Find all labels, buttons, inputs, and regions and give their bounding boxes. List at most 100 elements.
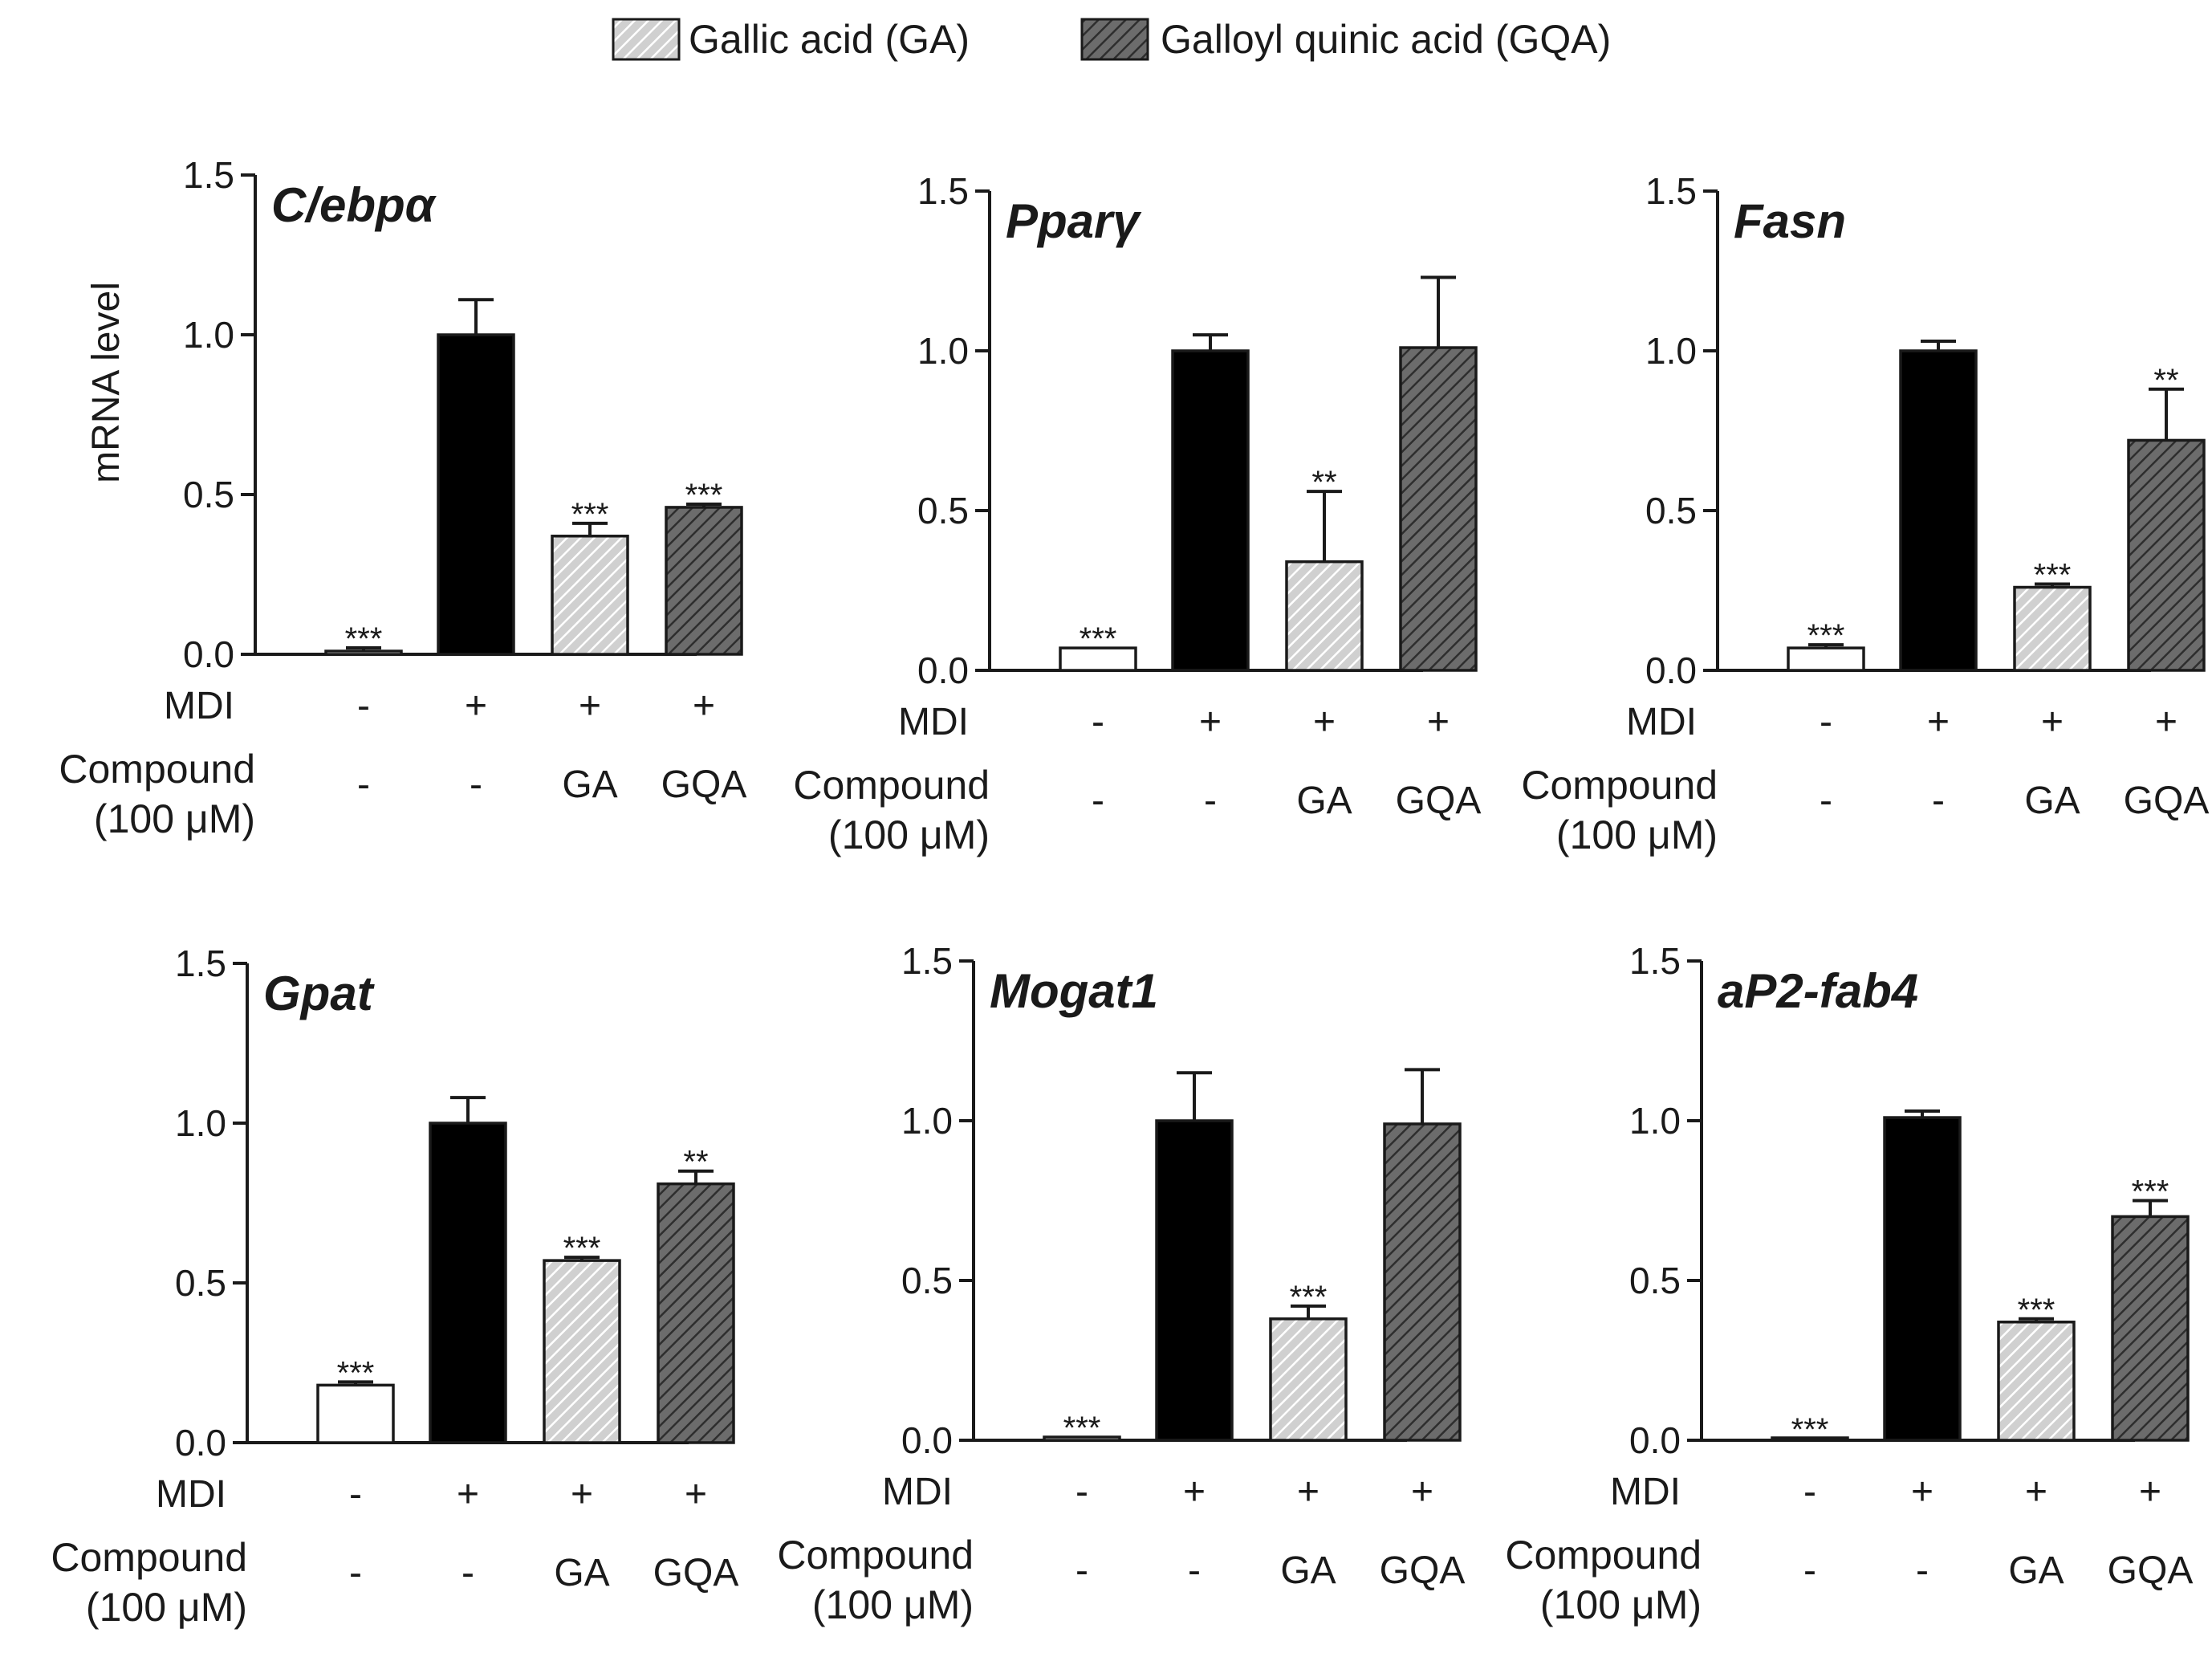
bar-control — [1787, 646, 1865, 672]
chart-panel-1: 0.0 0.5 1.0 1.5 C/ebpα mRNA level *** - - + - *** + G… — [59, 154, 746, 841]
y-tick-label: 0.0 — [917, 649, 969, 691]
y-tick-label: 0.0 — [1629, 1419, 1681, 1461]
bar-mdi — [1883, 1116, 1962, 1442]
compound-value: - — [1803, 1549, 1816, 1592]
mdi-value: + — [457, 1473, 479, 1516]
compound-value: GQA — [1380, 1549, 1466, 1592]
y-tick-label: 1.5 — [183, 154, 234, 196]
significance-label: ** — [683, 1145, 708, 1180]
bar-gqa — [1383, 1122, 1462, 1442]
mdi-value: + — [1183, 1471, 1206, 1513]
legend-label-ga: Gallic acid (GA) — [689, 17, 970, 62]
significance-label: *** — [2018, 1293, 2055, 1328]
bar-mdi — [1155, 1119, 1234, 1442]
significance-label: *** — [571, 497, 609, 532]
compound-value: GQA — [653, 1552, 739, 1594]
mdi-value: + — [1927, 701, 1950, 743]
significance-label: *** — [1063, 1411, 1101, 1446]
compound-value: - — [1092, 780, 1104, 822]
chart-panel-4: 0.0 0.5 1.0 1.5 Gpat *** - - + - *** + GA ** + GQA MDI Co… — [51, 942, 738, 1630]
mdi-value: + — [2041, 701, 2064, 743]
significance-label: *** — [563, 1231, 601, 1266]
chart-title: aP2-fab4 — [1718, 964, 1918, 1018]
compound-unit-label: (100 μM) — [94, 796, 255, 841]
compound-value: - — [1076, 1549, 1088, 1592]
bar-control — [324, 649, 403, 656]
mdi-value: - — [1803, 1471, 1816, 1513]
bar-control — [1043, 1435, 1121, 1442]
mdi-value: - — [357, 685, 370, 727]
mdi-row-label: MDI — [898, 701, 969, 743]
mdi-value: + — [1427, 701, 1450, 743]
legend-entry-gqa: Galloyl quinic acid (GQA) — [1080, 17, 1611, 62]
y-tick-label: 0.5 — [901, 1260, 953, 1301]
significance-label: *** — [337, 1355, 375, 1390]
legend-swatch-ga — [612, 18, 681, 61]
y-tick-label: 1.5 — [1645, 170, 1697, 212]
bar-gqa — [665, 506, 743, 656]
mdi-value: + — [579, 685, 601, 727]
compound-row-label: Compound — [1505, 1533, 1702, 1578]
mdi-value: + — [685, 1473, 707, 1516]
chart-panels: 0.0 0.5 1.0 1.5 C/ebpα mRNA level *** - - + - *** + G… — [51, 154, 2209, 1630]
y-tick-label: 0.5 — [183, 474, 234, 515]
y-tick-label: 0.0 — [183, 633, 234, 675]
legend: Gallic acid (GA) Galloyl quinic acid (GQ… — [612, 17, 1611, 62]
chart-title: Mogat1 — [990, 964, 1158, 1018]
y-tick-label: 0.5 — [1629, 1260, 1681, 1301]
bar-control — [316, 1383, 395, 1444]
bar-mdi — [437, 333, 515, 656]
compound-value: GA — [1280, 1549, 1336, 1592]
mdi-value: - — [1076, 1471, 1088, 1513]
bar-mdi — [1899, 349, 1978, 672]
bar-mdi — [1171, 349, 1250, 672]
bar-control — [1771, 1436, 1849, 1442]
compound-value: - — [470, 763, 482, 806]
compound-value: GQA — [2108, 1549, 2194, 1592]
bar-ga — [1285, 560, 1364, 672]
y-tick-label: 0.0 — [175, 1422, 226, 1464]
compound-value: GA — [2024, 780, 2080, 822]
compound-value: GA — [2008, 1549, 2064, 1592]
mdi-value: + — [2155, 701, 2177, 743]
significance-label: *** — [2132, 1175, 2169, 1210]
significance-label: *** — [1080, 621, 1117, 657]
bar-ga — [1997, 1320, 2076, 1442]
compound-value: - — [1916, 1549, 1929, 1592]
y-tick-label: 1.0 — [901, 1100, 953, 1142]
compound-value: GQA — [2124, 780, 2210, 822]
mdi-value: - — [349, 1473, 362, 1516]
mdi-value: + — [571, 1473, 593, 1516]
chart-title: Gpat — [263, 967, 376, 1020]
chart-panel-2: 0.0 0.5 1.0 1.5 Pparγ *** - - + - ** + GA + GQA MDI Comp… — [793, 170, 1481, 857]
mdi-row-label: MDI — [1626, 701, 1697, 743]
significance-label: *** — [2034, 558, 2072, 593]
y-tick-label: 1.5 — [175, 942, 226, 984]
significance-label: *** — [1807, 618, 1845, 653]
significance-label: *** — [1791, 1412, 1829, 1447]
legend-swatch-gqa — [1080, 18, 1149, 61]
y-tick-label: 1.5 — [901, 940, 953, 982]
compound-value: - — [1204, 780, 1217, 822]
bar-ga — [543, 1259, 621, 1444]
mdi-value: + — [1911, 1471, 1933, 1513]
legend-entry-ga: Gallic acid (GA) — [612, 17, 970, 62]
bar-ga — [2013, 585, 2092, 672]
compound-row-label: Compound — [59, 747, 255, 792]
compound-value: GQA — [661, 763, 747, 806]
y-tick-label: 1.5 — [917, 170, 969, 212]
compound-value: - — [1188, 1549, 1201, 1592]
compound-value: - — [1932, 780, 1945, 822]
compound-row-label: Compound — [793, 763, 990, 808]
y-tick-label: 0.5 — [917, 490, 969, 531]
bar-control — [1059, 646, 1137, 672]
chart-panel-3: 0.0 0.5 1.0 1.5 Fasn *** - - + - *** + GA ** + GQA MDI Co… — [1521, 170, 2209, 857]
mdi-value: + — [2025, 1471, 2047, 1513]
mdi-value: + — [693, 685, 715, 727]
bar-gqa — [2111, 1215, 2190, 1442]
compound-value: GQA — [1396, 780, 1482, 822]
mdi-row-label: MDI — [882, 1471, 953, 1513]
mdi-value: - — [1820, 701, 1832, 743]
y-tick-label: 1.0 — [1629, 1100, 1681, 1142]
mdi-value: + — [1411, 1471, 1433, 1513]
